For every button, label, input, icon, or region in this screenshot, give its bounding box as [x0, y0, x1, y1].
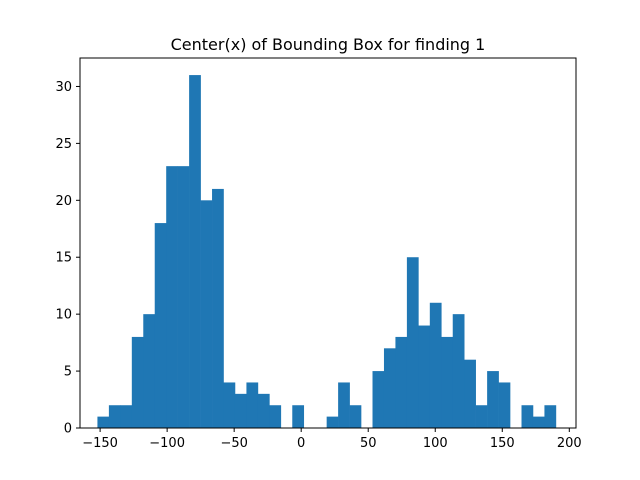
histogram-bar: [338, 382, 350, 428]
y-tick-label: 0: [64, 422, 72, 437]
x-tick-label: −100: [149, 436, 185, 451]
plot-frame: [79, 57, 577, 429]
histogram-bar: [154, 223, 167, 428]
x-tick-label: 0: [297, 436, 305, 451]
y-tick-label: 10: [55, 308, 72, 323]
x-tick-label: −50: [220, 436, 247, 451]
histogram-bar: [406, 257, 419, 428]
y-tick-label: 25: [55, 137, 72, 152]
histogram-bar: [383, 348, 396, 428]
y-tick-label: 20: [55, 194, 72, 209]
histogram-bar: [269, 405, 282, 428]
histogram-bar: [257, 393, 270, 428]
histogram-bar: [292, 405, 305, 428]
histogram-bar: [544, 405, 557, 428]
y-tick-label: 30: [55, 80, 72, 95]
histogram-bar: [395, 336, 408, 428]
x-axis: −150 −100 −50 0 50 100 150 200: [82, 428, 582, 451]
histogram-bar: [246, 382, 259, 428]
histogram-bar: [418, 325, 431, 428]
x-tick-label: 150: [490, 436, 515, 451]
histogram-bar: [223, 382, 236, 428]
histogram-bar: [120, 405, 133, 428]
x-tick-label: 100: [423, 436, 448, 451]
histogram-bar: [97, 416, 110, 428]
x-tick-label: 200: [557, 436, 582, 451]
x-tick-label: 50: [360, 436, 377, 451]
histogram-bar: [429, 302, 442, 428]
histogram-bar: [200, 200, 213, 428]
histogram-bar: [475, 405, 488, 428]
bars-group: [97, 75, 557, 429]
histogram-bar: [166, 166, 178, 428]
histogram-bar: [108, 405, 121, 428]
histogram-bar: [464, 359, 476, 428]
histogram-bar: [452, 314, 465, 428]
histogram-bar: [131, 336, 144, 428]
histogram-bar: [212, 188, 224, 428]
histogram-bar: [441, 336, 454, 428]
histogram-bar: [487, 371, 499, 428]
histogram-bar: [498, 382, 511, 428]
histogram-bar: [521, 405, 534, 428]
x-tick-label: −150: [82, 436, 118, 451]
histogram-bar: [234, 393, 247, 428]
histogram-bar: [177, 166, 190, 428]
chart-title: Center(x) of Bounding Box for finding 1: [171, 35, 486, 54]
histogram-bar: [189, 75, 201, 429]
y-axis: 0 5 10 15 20 25 30: [55, 80, 80, 437]
histogram-bar: [532, 416, 545, 428]
y-tick-label: 5: [64, 365, 72, 380]
histogram-bar: [349, 405, 362, 428]
histogram-bar: [372, 371, 385, 428]
histogram-bar: [143, 314, 156, 428]
histogram-bar: [326, 416, 339, 428]
y-tick-label: 15: [55, 251, 72, 266]
